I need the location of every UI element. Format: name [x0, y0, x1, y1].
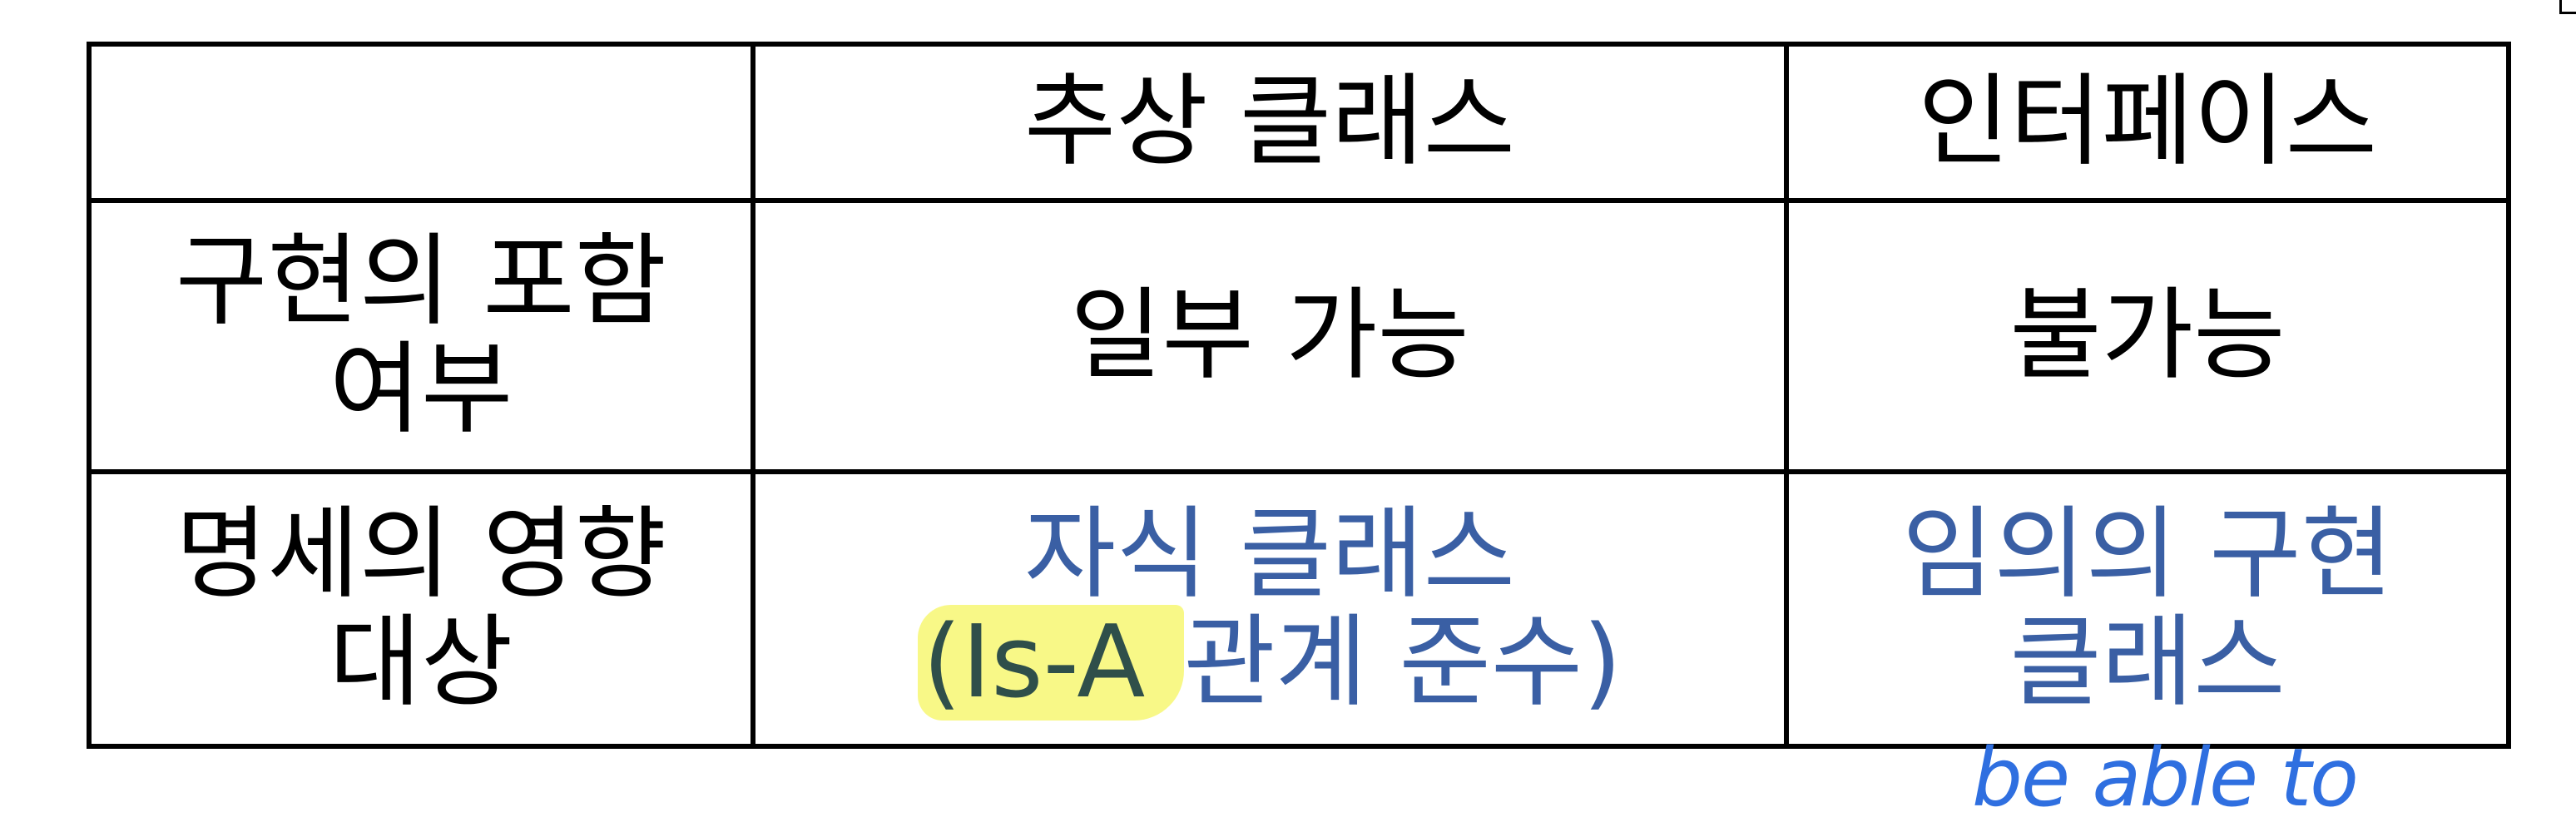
row-label-line: 여부 [329, 332, 513, 448]
cell-abstract-implementation: 일부 가능 [751, 198, 1789, 474]
relation-text: 관계 준수) [1183, 605, 1622, 721]
cell-line: 자식 클래스 [1023, 497, 1516, 612]
row-label-line: 구현의 포함 [175, 224, 667, 339]
table-row: 명세의 영향 대상 자식 클래스 (Is-A 관계 준수) 임의의 구현 클래스 [87, 469, 2511, 749]
header-interface: 인터페이스 [1784, 42, 2511, 203]
row-label-line: 대상 [329, 605, 513, 721]
row-label-implementation: 구현의 포함 여부 [87, 198, 755, 474]
header-abstract-class: 추상 클래스 [751, 42, 1789, 203]
cell-line: 임의의 구현 [1901, 497, 2394, 612]
header-empty-cell [87, 42, 755, 203]
cell-line: 클래스 [2009, 605, 2286, 721]
cell-abstract-spec-target: 자식 클래스 (Is-A 관계 준수) [751, 469, 1789, 749]
open-paren: ( [922, 605, 962, 721]
comparison-table: 추상 클래스 인터페이스 구현의 포함 여부 일부 가능 불가능 명세의 영향 … [87, 42, 2511, 749]
table-row: 구현의 포함 여부 일부 가능 불가능 [87, 198, 2511, 474]
is-a-text: Is-A [961, 605, 1177, 721]
row-label-line: 명세의 영향 [175, 497, 667, 612]
cell-interface-spec-target: 임의의 구현 클래스 [1784, 469, 2511, 749]
table-header-row: 추상 클래스 인터페이스 [87, 42, 2511, 203]
cell-interface-implementation: 불가능 [1784, 198, 2511, 474]
cell-line: (Is-A 관계 준수) [755, 605, 1784, 721]
highlighted-text: (Is-A [917, 605, 1184, 721]
row-label-spec-target: 명세의 영향 대상 [87, 469, 755, 749]
edge-mark [2559, 0, 2576, 14]
